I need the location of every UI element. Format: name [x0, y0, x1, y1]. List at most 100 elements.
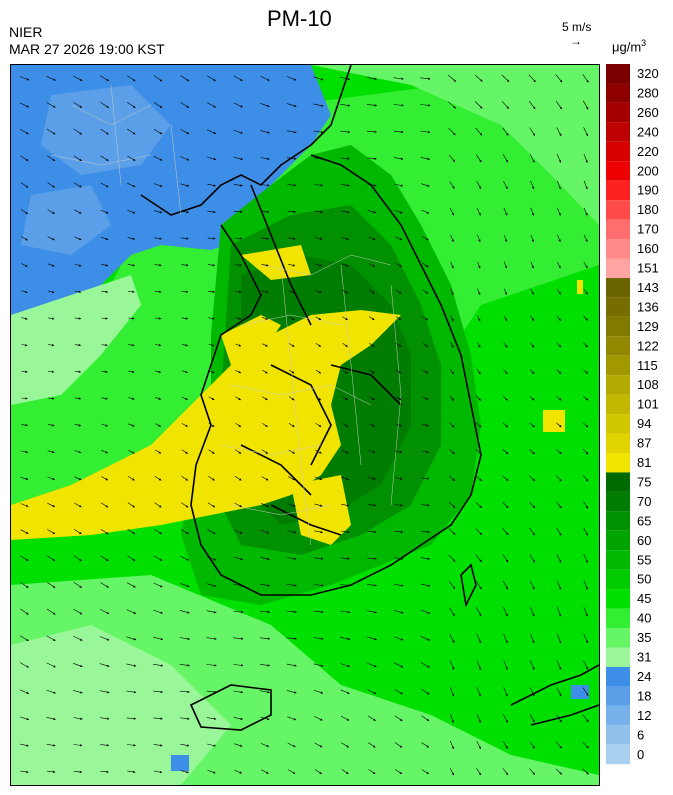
wind-arrow: [20, 555, 29, 561]
wind-arrow: [421, 209, 430, 214]
wind-arrow: [341, 450, 349, 454]
wind-arrow: [101, 423, 108, 427]
wind-arrow: [529, 422, 535, 428]
wind-arrow: [450, 234, 454, 243]
wind-arrow: [313, 610, 324, 614]
wind-arrow: [342, 423, 349, 427]
wind-arrow: [557, 234, 561, 243]
wind-arrow: [420, 104, 431, 107]
wind-arrow: [73, 75, 83, 81]
wind-arrow: [502, 475, 509, 482]
wind-arrow: [206, 129, 217, 134]
wind-arrow: [502, 741, 508, 749]
wind-arrow: [395, 289, 402, 294]
wind-arrow: [449, 740, 455, 750]
wind-arrow: [368, 396, 375, 401]
wind-arrow: [19, 716, 30, 721]
wind-arrow: [583, 127, 588, 137]
wind-arrow: [180, 102, 190, 108]
wind-arrow: [394, 769, 403, 775]
wind-arrow: [21, 397, 28, 400]
legend-swatch: [606, 394, 630, 415]
wind-arrow: [450, 713, 455, 723]
wind-arrow: [529, 396, 535, 401]
wind-arrow: [476, 181, 482, 190]
wind-arrow: [19, 689, 30, 694]
wind-arrow: [287, 210, 296, 214]
wind-arrow: [233, 583, 244, 587]
legend-label: 220: [637, 144, 659, 159]
wind-arrow: [342, 396, 348, 401]
wind-arrow: [74, 290, 82, 294]
legend-swatch: [606, 102, 630, 123]
wind-arrow: [126, 744, 136, 747]
wind-arrow: [314, 476, 323, 481]
wind-arrow: [530, 315, 535, 322]
legend-swatch: [606, 83, 630, 103]
wind-arrow: [21, 423, 28, 427]
wind-arrow: [313, 584, 324, 587]
wind-arrow: [340, 76, 351, 81]
wind-arrow: [73, 608, 83, 615]
wind-arrow: [47, 424, 55, 427]
wind-arrow: [530, 234, 534, 243]
wind-arrow: [47, 182, 55, 188]
wind-arrow: [369, 316, 375, 321]
wind-arrow: [475, 528, 483, 536]
wind-arrow: [73, 717, 83, 720]
wind-arrow: [153, 183, 163, 187]
wind-arrow: [262, 422, 268, 428]
wind-arrow: [181, 423, 188, 427]
wind-arrow: [234, 769, 243, 774]
wind-arrow: [367, 662, 377, 668]
wind-arrow: [154, 210, 163, 214]
wind-arrow: [313, 130, 324, 134]
wind-arrow: [20, 743, 29, 747]
concentration-field: [11, 65, 599, 785]
wind-arrow: [287, 503, 296, 507]
wind-arrow: [450, 342, 454, 348]
wind-arrow: [100, 101, 109, 109]
wind-arrow: [154, 237, 162, 240]
wind-arrow: [233, 717, 243, 721]
wind-arrow: [502, 422, 509, 428]
wind-arrow: [314, 716, 323, 721]
wind-arrow: [234, 290, 242, 294]
wind-arrow: [46, 635, 56, 642]
wind-arrow: [341, 263, 349, 267]
wind-arrow: [421, 236, 429, 241]
wind-arrow: [502, 580, 509, 590]
wind-arrow: [313, 76, 324, 81]
legend-label: 45: [637, 591, 651, 606]
wind-arrow: [128, 317, 135, 320]
wind-arrow: [233, 184, 243, 187]
legend-label: 160: [637, 241, 659, 256]
wind-arrow: [342, 316, 348, 321]
legend-swatch: [606, 666, 630, 687]
wind-arrow: [261, 264, 269, 267]
wind-arrow: [260, 157, 270, 160]
wind-arrow: [583, 207, 588, 216]
wind-arrow: [46, 744, 56, 747]
wind-arrow: [530, 342, 535, 348]
wind-arrow: [369, 369, 375, 374]
wind-arrow: [261, 449, 269, 454]
wind-arrow: [100, 555, 109, 562]
wind-arrow: [261, 237, 269, 240]
wind-arrow: [127, 155, 136, 161]
legend-label: 320: [637, 66, 659, 81]
wind-arrow: [556, 580, 562, 590]
wind-arrow: [180, 129, 190, 135]
wind-arrow: [207, 237, 216, 240]
wind-arrow: [341, 237, 349, 240]
wind-arrow: [368, 289, 375, 294]
wind-arrow: [47, 450, 55, 454]
wind-arrow: [206, 102, 217, 108]
wind-arrow: [313, 637, 324, 640]
wind-arrow: [528, 74, 536, 83]
wind-arrow: [259, 637, 271, 640]
legend-label: 0: [637, 747, 644, 762]
wind-arrow: [366, 130, 377, 134]
legend-label: 200: [637, 163, 659, 178]
wind-arrow: [530, 660, 535, 670]
